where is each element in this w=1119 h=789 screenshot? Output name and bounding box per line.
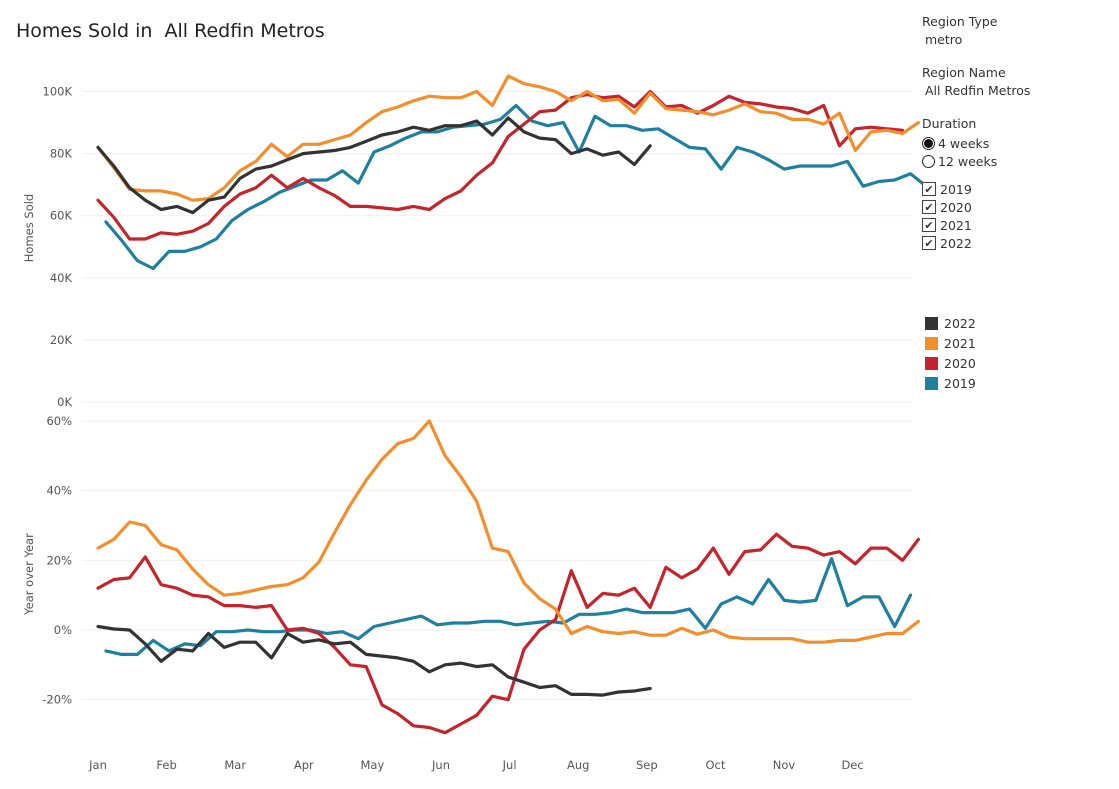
series-line-2021 [96,74,921,202]
x-tick-label: Mar [224,758,246,772]
duration-option-label: 4 weeks [938,135,990,151]
y-tick-label: -20% [42,693,72,707]
legend-swatch [925,316,938,330]
y-tick-label: 0% [54,623,72,637]
x-tick-label: Nov [773,758,796,772]
year-checkbox-2022[interactable]: ✔ 2022 [922,234,1112,252]
year-checkbox-2020[interactable]: ✔ 2020 [922,198,1112,216]
duration-option-label: 12 weeks [938,153,998,169]
legend-swatch [925,376,938,390]
duration-option-4-weeks[interactable]: 4 weeks [922,134,1112,152]
region-name-label: Region Name [922,65,1006,80]
x-tick-label: Jul [502,758,517,772]
x-tick-label: Jun [431,758,450,772]
region-type-label: Region Type [922,14,998,29]
x-tick-label: Apr [294,758,314,772]
legend-item-2020[interactable]: 2020 [925,353,976,373]
color-legend: 2022 2021 2020 2019 [925,313,976,393]
checkbox-checked-icon[interactable]: ✔ [922,182,936,196]
x-tick-label: Feb [156,758,176,772]
year-checkbox-2021[interactable]: ✔ 2021 [922,216,1112,234]
line-layer [96,74,928,735]
region-name-filter: Region Name All Redfin Metros [922,65,1112,98]
y-tick-label: 20% [46,553,72,567]
x-tick-label: Jan [88,758,107,772]
series-line-2020 [96,532,921,735]
series-line-2022 [96,116,652,215]
region-type-value[interactable]: metro [925,32,963,47]
y-tick-label: 40% [46,484,72,498]
y-tick-label: 40K [50,271,73,285]
legend-label: 2019 [944,375,976,391]
radio-selected-icon[interactable] [922,136,935,150]
y-tick-label: 60K [50,209,73,223]
x-tick-label: Aug [567,758,589,772]
legend-label: 2021 [944,335,976,351]
legend-swatch [925,336,938,350]
region-name-value[interactable]: All Redfin Metros [925,83,1031,98]
chart-title: Homes Sold in All Redfin Metros [16,20,325,42]
year-checkbox-2019[interactable]: ✔ 2019 [922,180,1112,198]
x-tick-label: Sep [636,758,658,772]
y-tick-label: 0K [57,395,72,409]
x-tick-label: Dec [841,758,863,772]
duration-label: Duration [922,116,977,131]
series-line-2020 [96,89,905,241]
filters-panel: Region Type metro Region Name All Redfin… [922,14,1112,270]
region-type-filter: Region Type metro [922,14,1112,47]
legend-item-2022[interactable]: 2022 [925,313,976,333]
series-line-2019 [104,103,928,271]
year-label: 2019 [940,181,972,197]
year-label: 2020 [940,199,972,215]
y-axis-label: Homes Sold [22,194,36,262]
year-label: 2021 [940,217,972,233]
y-axis-label: Year over Year [22,533,36,616]
radio-unselected-icon[interactable] [922,154,935,168]
x-tick-label: May [361,758,385,772]
legend-item-2021[interactable]: 2021 [925,333,976,353]
x-tick-label: Oct [705,758,725,772]
axis-layer: 0K 20K 40K 60K 80K 100K Homes Sold -20% 0% 20% 40%… [22,85,864,773]
legend-label: 2022 [944,315,976,331]
duration-filter: Duration 4 weeks 12 weeks [922,116,1112,170]
checkbox-checked-icon[interactable]: ✔ [922,236,936,250]
y-tick-label: 100K [43,85,73,99]
legend-item-2019[interactable]: 2019 [925,373,976,393]
grid-layer [82,91,912,701]
legend-swatch [925,356,938,370]
year-filter: ✔ 2019 ✔ 2020 ✔ 2021 ✔ 2022 [922,180,1112,252]
checkbox-checked-icon[interactable]: ✔ [922,200,936,214]
series-line-2022 [96,624,652,697]
duration-option-12-weeks[interactable]: 12 weeks [922,152,1112,170]
series-line-2019 [104,556,913,657]
year-label: 2022 [940,235,972,251]
series-line-2021 [96,419,921,644]
y-tick-label: 20K [50,333,73,347]
legend-label: 2020 [944,355,976,371]
checkbox-checked-icon[interactable]: ✔ [922,218,936,232]
y-tick-label: 60% [46,414,72,428]
y-tick-label: 80K [50,147,73,161]
